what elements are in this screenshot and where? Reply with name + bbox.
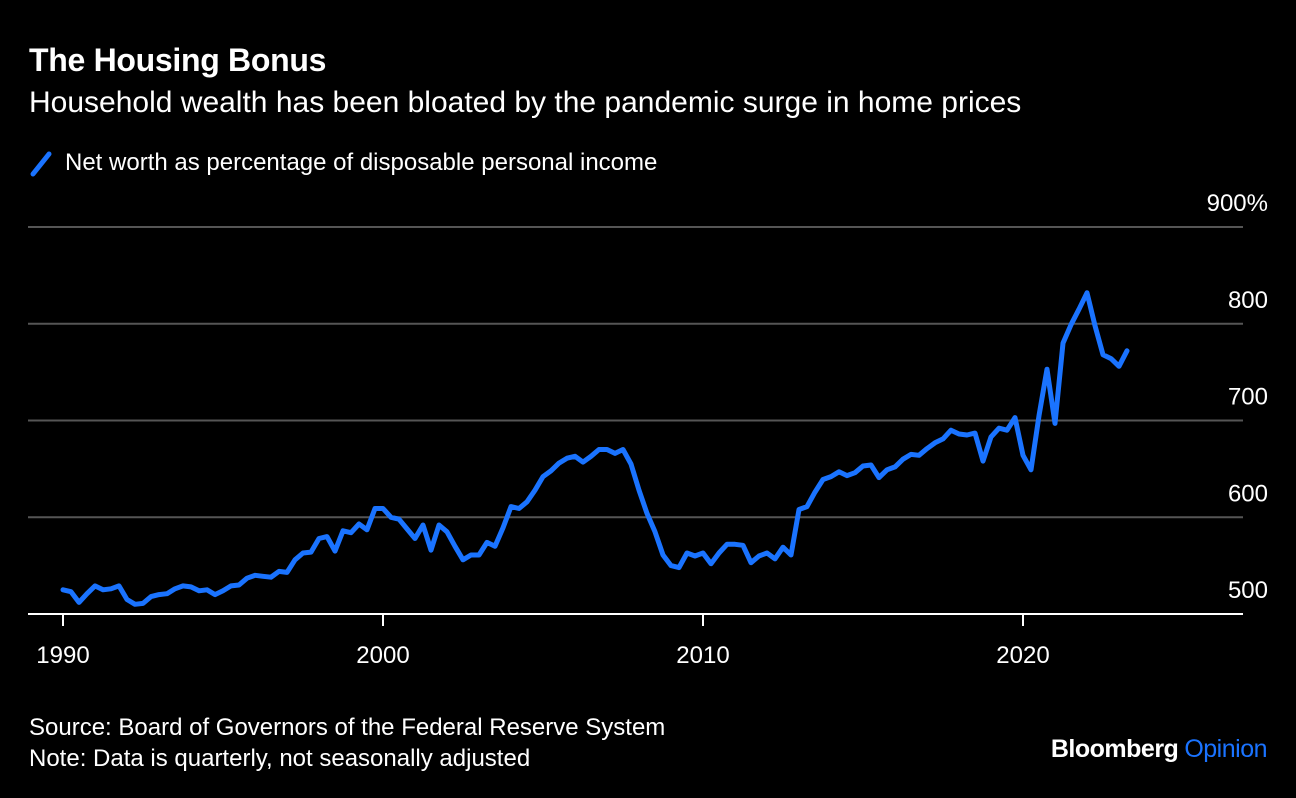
legend-swatch-icon: [29, 148, 53, 178]
data-note: Note: Data is quarterly, not seasonally …: [29, 745, 531, 772]
series-line-0: [60, 290, 1130, 607]
legend-label: Net worth as percentage of disposable pe…: [65, 149, 658, 176]
x-tick-labels: 1990 2000 2010 2020: [36, 614, 1050, 669]
brand-logo: Bloomberg Opinion: [1050, 735, 1268, 764]
y-tick-label: 600: [1228, 480, 1268, 507]
footer: Source: Board of Governors of the Federa…: [29, 712, 665, 774]
x-tick-label: 2000: [356, 642, 409, 669]
y-tick-label: 800: [1228, 287, 1268, 314]
y-tick-label: 700: [1228, 384, 1268, 411]
x-tick-label: 1990: [36, 642, 89, 669]
x-tick-label: 2020: [996, 642, 1049, 669]
grid-layer: [28, 226, 1243, 615]
y-tick-label: 500: [1228, 577, 1268, 604]
y-tick-labels: 500 600 700 800 900%: [1207, 190, 1268, 604]
legend: Net worth as percentage of disposable pe…: [29, 148, 657, 178]
x-tick-label: 2010: [676, 642, 729, 669]
series-layer: [60, 290, 1130, 607]
y-tick-label: 900%: [1207, 190, 1268, 217]
chart-subtitle: Household wealth has been bloated by the…: [29, 86, 1022, 119]
source-note: Source: Board of Governors of the Federa…: [29, 714, 666, 741]
brand-name: Bloomberg: [1050, 735, 1179, 763]
chart-title: The Housing Bonus: [29, 42, 327, 78]
brand-section: Opinion: [1184, 735, 1267, 763]
